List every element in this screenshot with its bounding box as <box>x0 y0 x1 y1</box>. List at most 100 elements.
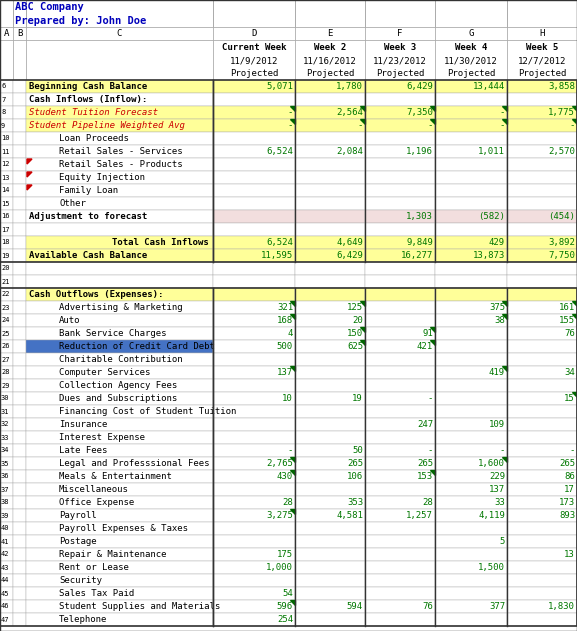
Bar <box>507 80 577 93</box>
Text: Total Cash Inflows: Total Cash Inflows <box>113 238 209 247</box>
Bar <box>295 327 365 340</box>
Bar <box>365 587 435 600</box>
Bar <box>295 132 365 145</box>
Bar <box>213 366 295 379</box>
Text: 22: 22 <box>1 292 9 297</box>
Bar <box>26 158 213 171</box>
Text: 1,000: 1,000 <box>266 563 293 572</box>
Bar <box>26 548 213 561</box>
Bar <box>435 340 507 353</box>
Bar <box>365 431 435 444</box>
Text: 42: 42 <box>1 551 9 558</box>
Bar <box>507 210 577 223</box>
Bar <box>435 262 507 275</box>
Bar <box>435 223 507 236</box>
Bar <box>213 574 295 587</box>
Bar <box>13 535 26 548</box>
Bar <box>13 249 26 262</box>
Polygon shape <box>27 185 32 190</box>
Text: 2,570: 2,570 <box>548 147 575 156</box>
Bar <box>213 197 295 210</box>
Text: 12/7/2012: 12/7/2012 <box>518 56 566 65</box>
Bar <box>0 535 13 548</box>
Text: Adjustment to forecast: Adjustment to forecast <box>29 212 147 221</box>
Bar <box>365 158 435 171</box>
Bar <box>26 379 213 392</box>
Bar <box>435 197 507 210</box>
Bar <box>26 145 213 158</box>
Bar <box>295 353 365 366</box>
Bar <box>507 132 577 145</box>
Polygon shape <box>502 366 507 371</box>
Text: Student Tuition Forecast: Student Tuition Forecast <box>29 108 158 117</box>
Bar <box>13 509 26 522</box>
Bar <box>13 40 26 80</box>
Bar <box>507 275 577 288</box>
Text: Loan Proceeds: Loan Proceeds <box>59 134 129 143</box>
Bar <box>213 483 295 496</box>
Bar <box>295 93 365 106</box>
Bar <box>213 613 295 626</box>
Text: Repair & Maintenance: Repair & Maintenance <box>59 550 167 559</box>
Text: 26: 26 <box>1 343 9 350</box>
Bar <box>0 522 13 535</box>
Text: 15: 15 <box>1 201 9 206</box>
Bar <box>13 522 26 535</box>
Bar <box>26 119 213 132</box>
Text: 76: 76 <box>422 602 433 611</box>
Bar <box>26 197 213 210</box>
Bar <box>295 496 365 509</box>
Text: 4: 4 <box>287 329 293 338</box>
Text: 45: 45 <box>1 591 9 596</box>
Text: -: - <box>500 446 505 455</box>
Text: Other: Other <box>59 199 86 208</box>
Text: -: - <box>428 446 433 455</box>
Bar <box>507 353 577 366</box>
Bar <box>365 418 435 431</box>
Bar <box>0 496 13 509</box>
Bar <box>0 184 13 197</box>
Bar <box>13 418 26 431</box>
Bar <box>0 0 577 27</box>
Text: 4,119: 4,119 <box>478 511 505 520</box>
Text: Retail Sales - Services: Retail Sales - Services <box>59 147 183 156</box>
Polygon shape <box>502 301 507 306</box>
Bar <box>13 132 26 145</box>
Text: 594: 594 <box>347 602 363 611</box>
Bar <box>435 600 507 613</box>
Text: 9,849: 9,849 <box>406 238 433 247</box>
Bar <box>26 444 213 457</box>
Text: Rent or Lease: Rent or Lease <box>59 563 129 572</box>
Bar <box>365 0 435 27</box>
Text: 1,257: 1,257 <box>406 511 433 520</box>
Bar <box>26 132 213 145</box>
Text: Dues and Subscriptions: Dues and Subscriptions <box>59 394 177 403</box>
Text: Week 5: Week 5 <box>526 43 558 52</box>
Text: Security: Security <box>59 576 102 585</box>
Bar <box>365 119 435 132</box>
Polygon shape <box>430 340 435 345</box>
Bar <box>295 40 365 80</box>
Bar <box>295 548 365 561</box>
Bar <box>0 171 13 184</box>
Bar <box>213 171 295 184</box>
Text: 35: 35 <box>1 461 9 466</box>
Bar <box>0 405 13 418</box>
Bar <box>213 522 295 535</box>
Bar <box>365 93 435 106</box>
Text: Week 2: Week 2 <box>314 43 346 52</box>
Bar <box>295 106 365 119</box>
Bar <box>13 27 26 40</box>
Bar <box>26 80 213 93</box>
Bar <box>0 80 577 262</box>
Text: -: - <box>287 121 293 130</box>
Text: Week 4: Week 4 <box>455 43 487 52</box>
Text: 5: 5 <box>500 537 505 546</box>
Bar <box>435 548 507 561</box>
Text: 419: 419 <box>489 368 505 377</box>
Bar <box>0 431 13 444</box>
Bar <box>13 496 26 509</box>
Bar <box>13 223 26 236</box>
Bar <box>295 392 365 405</box>
Text: C: C <box>117 29 122 38</box>
